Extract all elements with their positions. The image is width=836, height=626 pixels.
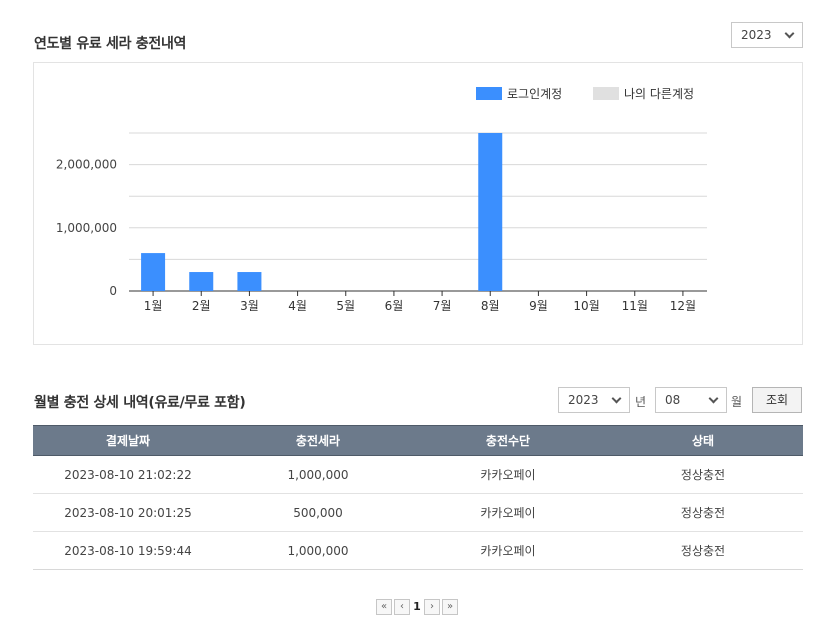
x-tick-label: 8월 [481, 299, 500, 313]
y-tick-label: 1,000,000 [56, 221, 117, 235]
header-status: 상태 [603, 425, 803, 456]
x-tick-label: 2월 [192, 299, 211, 313]
detail-year-value: 2023 [568, 393, 599, 407]
cell-method: 카카오페이 [413, 493, 603, 532]
chart-year-value: 2023 [741, 28, 772, 42]
cell-date: 2023-08-10 19:59:44 [33, 531, 223, 570]
bar-login-account [189, 272, 214, 291]
header-method: 충전수단 [413, 425, 603, 456]
table-row: 2023-08-10 20:01:25 500,000 카카오페이 정상충전 [33, 493, 803, 532]
cell-status: 정상충전 [603, 455, 803, 494]
cell-status: 정상충전 [603, 531, 803, 570]
monthly-detail-title: 월별 충전 상세 내역(유료/무료 포함) [34, 395, 246, 411]
year-unit-label: 년 [635, 395, 647, 409]
month-unit-label: 월 [731, 395, 743, 409]
chevron-down-icon [784, 28, 795, 39]
detail-month-value: 08 [665, 393, 681, 407]
x-tick-label: 7월 [433, 299, 452, 313]
header-amount: 충전세라 [223, 425, 413, 456]
cell-amount: 1,000,000 [223, 455, 413, 494]
x-tick-label: 5월 [336, 299, 355, 313]
x-tick-label: 6월 [385, 299, 404, 313]
table-header-row: 결제날짜 충전세라 충전수단 상태 [33, 425, 803, 456]
bar-login-account [237, 272, 262, 291]
next-page-button[interactable]: › [424, 599, 440, 615]
legend-label: 로그인계정 [507, 87, 562, 101]
x-tick-label: 9월 [529, 299, 548, 313]
yearly-chart-title: 연도별 유료 세라 충전내역 [34, 36, 187, 52]
chevron-down-icon [611, 393, 622, 404]
bar-chart: 0 1,000,000 2,000,000 1월 2월 3월 4월 5월 6월 7월 8월 9월 10월… [56, 87, 707, 313]
header-date: 결제날짜 [33, 425, 223, 456]
cell-amount: 500,000 [223, 493, 413, 532]
table-row: 2023-08-10 21:02:22 1,000,000 카카오페이 정상충전 [33, 455, 803, 494]
x-tick-label: 12월 [670, 299, 696, 313]
x-tick-label: 4월 [288, 299, 307, 313]
detail-month-select[interactable]: 08 [655, 387, 727, 413]
last-page-button[interactable]: » [442, 599, 458, 615]
x-tick-label: 1월 [144, 299, 163, 313]
prev-page-button[interactable]: ‹ [394, 599, 410, 615]
cell-status: 정상충전 [603, 493, 803, 532]
cell-amount: 1,000,000 [223, 531, 413, 570]
chart-panel: 0 1,000,000 2,000,000 1월 2월 3월 4월 5월 6월 7월 8월 9월 10월… [33, 62, 803, 345]
cell-method: 카카오페이 [413, 531, 603, 570]
charge-history-table: 결제날짜 충전세라 충전수단 상태 2023-08-10 21:02:22 1,… [33, 425, 803, 570]
legend-swatch [593, 87, 619, 100]
x-tick-label: 3월 [240, 299, 259, 313]
detail-year-select[interactable]: 2023 [558, 387, 630, 413]
chevron-down-icon [708, 393, 719, 404]
y-tick-label: 0 [109, 284, 117, 298]
cell-method: 카카오페이 [413, 455, 603, 494]
search-button[interactable]: 조회 [752, 387, 802, 413]
cell-date: 2023-08-10 21:02:22 [33, 455, 223, 494]
cell-date: 2023-08-10 20:01:25 [33, 493, 223, 532]
legend-label: 나의 다른계정 [624, 87, 694, 101]
pagination: « ‹ 1 › » [376, 599, 458, 616]
bar-login-account [478, 133, 503, 291]
first-page-button[interactable]: « [376, 599, 392, 615]
legend-swatch [476, 87, 502, 100]
bar-login-account [141, 253, 166, 291]
chart-year-select[interactable]: 2023 [731, 22, 803, 48]
table-row: 2023-08-10 19:59:44 1,000,000 카카오페이 정상충전 [33, 531, 803, 570]
x-tick-label: 11월 [622, 299, 648, 313]
y-tick-label: 2,000,000 [56, 158, 117, 172]
current-page-number[interactable]: 1 [413, 600, 421, 613]
x-tick-label: 10월 [573, 299, 599, 313]
